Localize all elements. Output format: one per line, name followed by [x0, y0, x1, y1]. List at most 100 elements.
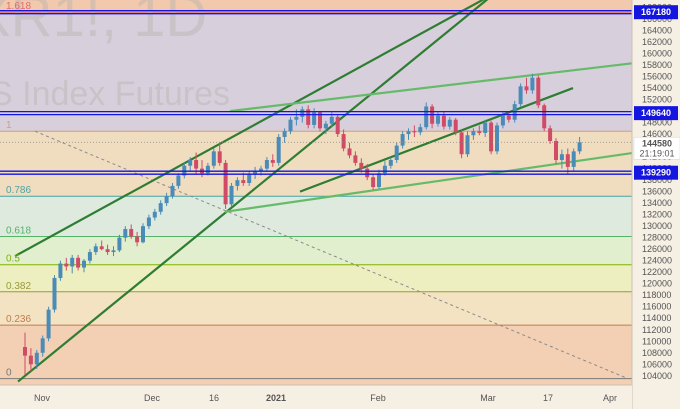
candle: [447, 116, 452, 130]
candle: [164, 192, 169, 207]
price-tick-label: 132000: [642, 210, 672, 220]
fib-lines: [0, 11, 632, 380]
candle: [306, 105, 311, 129]
candle: [559, 149, 564, 169]
candle-body: [194, 159, 199, 169]
candle: [176, 173, 181, 189]
candle-body: [217, 151, 222, 163]
trendline: [224, 151, 633, 213]
candle-body: [282, 131, 287, 137]
price-tick-label: 104000: [642, 371, 672, 381]
candle-body: [453, 119, 458, 133]
candle-body: [264, 159, 269, 169]
price-tick-label: 158000: [642, 60, 672, 70]
time-tick-label: 16: [209, 393, 219, 403]
dashed-fib-trendline: [34, 130, 629, 380]
candle: [394, 142, 399, 163]
candle-body: [229, 185, 234, 205]
candle-body: [571, 151, 576, 167]
candle-body: [388, 159, 393, 166]
candle: [524, 77, 529, 94]
fib-fills: [0, 0, 632, 385]
candle: [135, 231, 140, 247]
price-tick-label: 148000: [642, 118, 672, 128]
candle-body: [483, 122, 488, 133]
price-tick-label: 154000: [642, 83, 672, 93]
candle-body: [359, 162, 364, 169]
price-tick-label: 126000: [642, 244, 672, 254]
candle-body: [64, 263, 69, 267]
candle: [188, 157, 193, 172]
candle-body: [276, 136, 281, 163]
candle-body: [259, 168, 263, 172]
horizontal-levels: [0, 10, 632, 175]
candle: [571, 148, 576, 172]
candle-body: [441, 115, 446, 127]
candle-body: [489, 122, 494, 152]
candle: [536, 75, 541, 109]
candle-body: [548, 128, 553, 141]
time-tick-label: 17: [543, 393, 553, 403]
candle: [542, 103, 547, 132]
candle: [276, 134, 281, 166]
candle: [359, 158, 364, 173]
candle-body: [530, 77, 535, 91]
candle: [141, 223, 145, 244]
time-tick-label: Apr: [603, 393, 617, 403]
candle-body: [394, 145, 399, 160]
candle: [70, 254, 75, 274]
time-tick-label: Nov: [34, 393, 51, 403]
current-price-tag: [633, 136, 680, 160]
candle: [152, 208, 157, 221]
fib-zone: [0, 291, 632, 326]
dashed-trendline: [34, 130, 629, 380]
candle: [117, 234, 122, 253]
candle: [371, 174, 376, 190]
candle: [418, 123, 423, 136]
candle-body: [70, 257, 75, 267]
level-price-tag: [634, 106, 678, 121]
price-tick-label: 136000: [642, 187, 672, 197]
candle: [99, 240, 104, 251]
fib-zone: [0, 236, 632, 265]
time-tick-label: 2021: [266, 393, 286, 403]
candle-body: [400, 134, 405, 146]
trendline: [17, 0, 489, 383]
candle-body: [188, 159, 193, 166]
candle-body: [176, 175, 181, 186]
candle: [46, 306, 51, 342]
candle: [353, 151, 358, 166]
candle: [323, 120, 328, 135]
candle-body: [500, 115, 505, 126]
time-tick-label: Dec: [144, 393, 161, 403]
candle: [365, 164, 370, 181]
price-tick-label: 110000: [642, 336, 671, 346]
candle: [548, 125, 553, 144]
candle-body: [524, 86, 529, 91]
price-tick-label: 152000: [642, 95, 672, 105]
candle-body: [477, 131, 482, 133]
time-tick-label: Mar: [480, 393, 496, 403]
fib-level-label: 0.618: [6, 226, 31, 237]
candle: [506, 111, 511, 123]
candle: [205, 162, 210, 176]
price-tick-label: 138000: [642, 175, 672, 185]
candle: [347, 142, 352, 159]
candle-body: [436, 115, 440, 124]
candle-body: [164, 196, 169, 204]
candle: [400, 131, 405, 149]
candle-body: [365, 168, 370, 178]
candle: [223, 159, 228, 209]
candle-body: [235, 180, 240, 186]
price-tick-label: 108000: [642, 348, 672, 358]
fib-labels: 1.618 1 0.786 0.618 0.5 0.382 0.236 0: [6, 1, 31, 378]
price-tick-label: 122000: [642, 267, 672, 277]
candle: [76, 254, 81, 271]
candle: [335, 113, 340, 137]
candle: [123, 226, 128, 242]
candle: [577, 136, 582, 155]
candle-body: [52, 277, 57, 310]
candle-body: [34, 352, 39, 365]
